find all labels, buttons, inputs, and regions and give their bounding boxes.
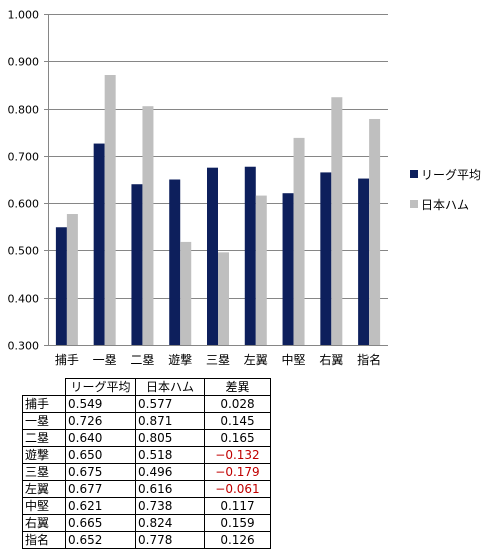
table-cell-league-avg: 0.677 <box>65 480 136 498</box>
bar-league-avg <box>320 172 332 345</box>
bar-nippon-ham <box>255 195 267 345</box>
table-cell-league-avg: 0.621 <box>65 497 136 515</box>
bar-league-avg <box>244 166 256 345</box>
legend-swatch-league-avg <box>410 170 418 178</box>
table-cell-difference: 0.117 <box>204 497 271 515</box>
bar-league-avg <box>55 227 67 345</box>
bars <box>55 74 381 346</box>
table-cell-difference: −0.132 <box>204 446 271 464</box>
y-tick-label: 0.500 <box>8 245 40 258</box>
y-axis-ticks: 0.300 0.400 0.500 0.600 0.700 0.800 0.900 1.000 <box>8 9 40 353</box>
x-tick-label: 一塁 <box>93 353 117 367</box>
table-row: 三塁 0.675 0.496 −0.179 <box>22 463 271 481</box>
bar-nippon-ham <box>293 137 305 345</box>
table-cell-nippon-ham: 0.496 <box>135 463 205 481</box>
table-cell-nippon-ham: 0.577 <box>135 395 205 413</box>
table-cell-nippon-ham: 0.805 <box>135 429 205 447</box>
legend-label-nippon-ham: 日本ハム <box>421 197 470 212</box>
table-cell-difference: 0.159 <box>204 514 271 532</box>
table-cell-category: 遊撃 <box>22 446 66 464</box>
x-tick-label: 捕手 <box>55 352 79 367</box>
table-cell-nippon-ham: 0.871 <box>135 412 205 430</box>
bar-league-avg <box>169 179 181 345</box>
table-cell-league-avg: 0.650 <box>65 446 136 464</box>
bar-nippon-ham <box>142 106 154 345</box>
bar-league-avg <box>131 184 143 345</box>
x-tick-label: 二塁 <box>130 353 154 367</box>
table-cell-category: 三塁 <box>22 463 66 481</box>
table-row: 右翼 0.665 0.824 0.159 <box>22 514 271 532</box>
y-tick-label: 0.300 <box>8 340 40 353</box>
y-tick-label: 0.400 <box>8 293 40 306</box>
y-tick-label: 0.900 <box>8 56 40 69</box>
bar-league-avg <box>93 143 105 345</box>
data-table: リーグ平均 日本ハム 差異 捕手 0.549 0.577 0.028 一塁 0.726 0.… <box>22 378 271 549</box>
table-cell-category: 二塁 <box>22 429 66 447</box>
table-cell-nippon-ham: 0.616 <box>135 480 205 498</box>
x-tick-label: 遊撃 <box>168 352 192 367</box>
table-row: 一塁 0.726 0.871 0.145 <box>22 412 271 430</box>
bar-nippon-ham <box>180 241 192 345</box>
table-cell-category: 左翼 <box>22 480 66 498</box>
table-cell-difference: −0.179 <box>204 463 271 481</box>
table-cell-league-avg: 0.640 <box>65 429 136 447</box>
x-axis-ticks: 捕手 一塁 二塁 遊撃 三塁 左翼 中堅 右翼 指名 <box>55 352 381 367</box>
table-header-difference: 差異 <box>204 378 271 396</box>
x-tick-label: 三塁 <box>206 353 230 367</box>
chart-legend: リーグ平均 日本ハム <box>410 163 481 223</box>
y-tick-label: 0.800 <box>8 104 40 117</box>
bar-nippon-ham <box>104 74 116 346</box>
table-cell-difference: 0.165 <box>204 429 271 447</box>
table-header-nippon-ham: 日本ハム <box>135 378 205 396</box>
y-tick-label: 1.000 <box>8 9 40 22</box>
table-cell-nippon-ham: 0.738 <box>135 497 205 515</box>
table-cell-category: 中堅 <box>22 497 66 515</box>
table-cell-difference: −0.061 <box>204 480 271 498</box>
y-tick-label: 0.600 <box>8 198 40 211</box>
x-tick-label: 指名 <box>357 352 381 367</box>
table-body: 捕手 0.549 0.577 0.028 一塁 0.726 0.871 0.145 二塁 0.64… <box>22 395 271 549</box>
bar-league-avg <box>358 178 370 345</box>
table-row: 捕手 0.549 0.577 0.028 <box>22 395 271 413</box>
y-tick-label: 0.700 <box>8 151 40 164</box>
table-cell-category: 一塁 <box>22 412 66 430</box>
table-cell-league-avg: 0.665 <box>65 514 136 532</box>
bar-chart: 0.300 0.400 0.500 0.600 0.700 0.800 0.900 1.000… <box>8 9 388 367</box>
table-header-row: リーグ平均 日本ハム 差異 <box>22 378 271 396</box>
bar-nippon-ham <box>218 252 229 345</box>
bar-nippon-ham <box>66 214 78 345</box>
table-cell-nippon-ham: 0.518 <box>135 446 205 464</box>
table-row: 遊撃 0.650 0.518 −0.132 <box>22 446 271 464</box>
bar-nippon-ham <box>369 118 381 345</box>
table-cell-difference: 0.145 <box>204 412 271 430</box>
table-cell-league-avg: 0.549 <box>65 395 136 413</box>
table-cell-league-avg: 0.726 <box>65 412 136 430</box>
table-row: 二塁 0.640 0.805 0.165 <box>22 429 271 447</box>
x-tick-label: 左翼 <box>244 352 268 367</box>
table-cell-nippon-ham: 0.824 <box>135 514 205 532</box>
legend-item-nippon-ham: 日本ハム <box>410 193 481 215</box>
bar-nippon-ham <box>331 97 343 345</box>
x-tick-label: 中堅 <box>282 352 306 367</box>
table-cell-category: 右翼 <box>22 514 66 532</box>
table-cell-league-avg: 0.675 <box>65 463 136 481</box>
table-cell-category: 捕手 <box>22 395 66 413</box>
legend-label-league-avg: リーグ平均 <box>421 167 482 182</box>
table-row: 中堅 0.621 0.738 0.117 <box>22 497 271 515</box>
x-tick-label: 右翼 <box>319 352 343 367</box>
legend-swatch-nippon-ham <box>410 200 418 208</box>
table-header-league-avg: リーグ平均 <box>65 378 136 396</box>
bar-league-avg <box>207 167 218 345</box>
table-cell-difference: 0.028 <box>204 395 271 413</box>
table-row: 左翼 0.677 0.616 −0.061 <box>22 480 271 498</box>
table-row: 指名 0.652 0.778 0.126 <box>22 531 271 549</box>
bar-league-avg <box>282 193 294 345</box>
legend-item-league-avg: リーグ平均 <box>410 163 481 185</box>
table-corner <box>22 378 66 396</box>
table-cell-league-avg: 0.652 <box>65 531 136 549</box>
